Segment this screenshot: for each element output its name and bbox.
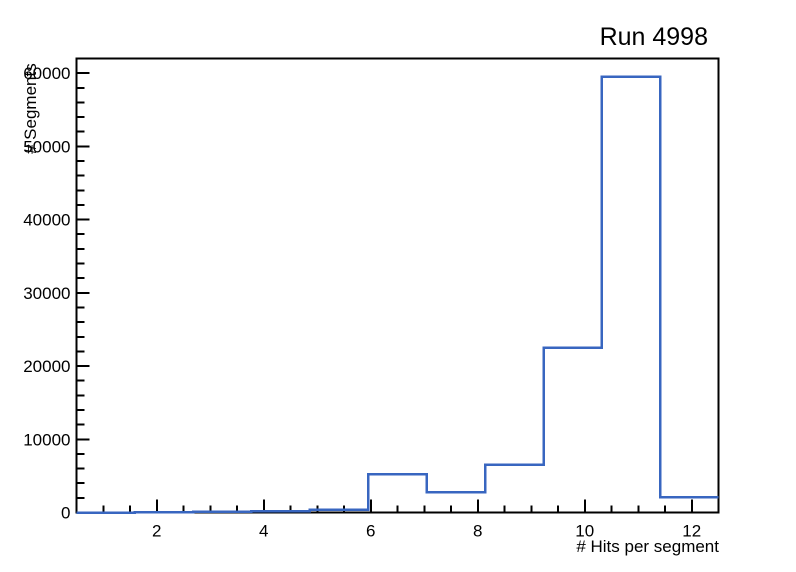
y-tick-label: 0	[61, 504, 70, 523]
x-tick-label: 12	[682, 522, 701, 541]
x-tick-label: 6	[366, 522, 375, 541]
y-tick-label: 20000	[23, 357, 70, 376]
x-tick-label: 2	[152, 522, 161, 541]
y-tick-label: 40000	[23, 211, 70, 230]
x-tick-label: 8	[473, 522, 482, 541]
y-tick-label: 60000	[23, 64, 70, 83]
y-tick-label: 30000	[23, 284, 70, 303]
chart-title: Run 4998	[599, 23, 708, 51]
x-axis-title: # Hits per segment	[576, 537, 719, 556]
plot-frame	[75, 57, 720, 514]
histogram-step-line	[76, 75, 719, 514]
y-tick-label: 10000	[23, 430, 70, 449]
y-axis-title: # Segments	[21, 63, 40, 154]
x-tick-label: 10	[575, 522, 594, 541]
y-tick-label: 50000	[23, 137, 70, 156]
x-tick-label: 4	[259, 522, 268, 541]
